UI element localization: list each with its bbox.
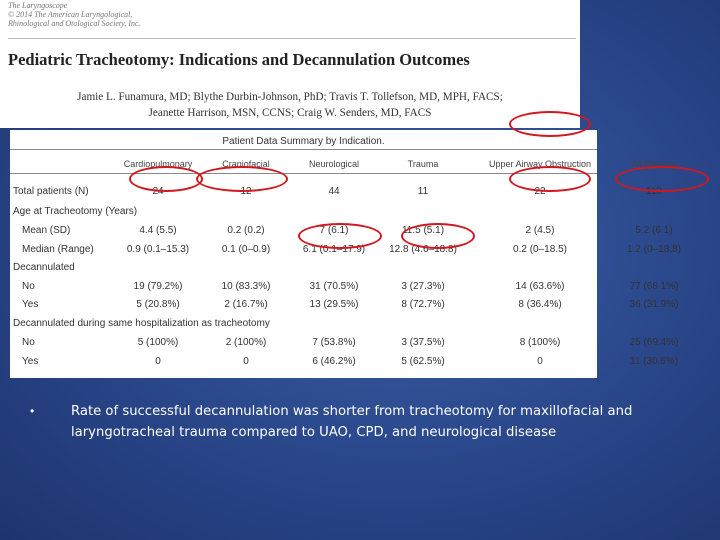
table-cell: 7 (53.8%)	[312, 337, 356, 348]
row-label: No	[22, 281, 35, 292]
table-cell: 14 (63.6%)	[515, 281, 565, 292]
row-label: Yes	[22, 356, 39, 367]
bullet-icon: •	[30, 404, 35, 418]
table-cell: 3 (37.5%)	[401, 337, 445, 348]
row-label: No	[22, 337, 35, 348]
table-cell: 11	[417, 186, 429, 197]
journal-copyright: © 2014 The American Laryngological,	[8, 10, 133, 19]
data-table: Patient Data Summary by Indication. Card…	[10, 111, 709, 378]
table-cell: 8 (36.4%)	[518, 299, 562, 310]
table-cell: 12.8 (4.6–18.8)	[389, 244, 457, 255]
authors: Jamie L. Funamura, MD; Blythe Durbin-Joh…	[0, 89, 580, 121]
table-cell: 6 (46.2%)	[312, 356, 356, 367]
journal-society: Rhinological and Otological Society, Inc…	[8, 19, 141, 28]
table-cell: 77 (68.1%)	[629, 281, 679, 292]
row-label: Total patients (N)	[13, 186, 89, 197]
highlight-circle	[401, 223, 475, 249]
table-cell: 0	[537, 356, 543, 367]
table-cell: 4.4 (5.5)	[139, 225, 177, 236]
row-label: Age at Tracheotomy (Years)	[13, 206, 138, 217]
authors-line-2: Jeanette Harrison, MSN, CCNS; Craig W. S…	[148, 107, 432, 119]
table-cell: 19 (79.2%)	[133, 281, 183, 292]
table-cell: 8 (72.7%)	[401, 299, 445, 310]
table-cell: 6.1 (0.1–17.9)	[302, 244, 366, 255]
table-cell: 0.2 (0.2)	[227, 225, 265, 236]
highlight-circle	[615, 166, 709, 192]
highlight-circle	[509, 166, 591, 192]
row-label: Decannulated during same hospitalization…	[13, 318, 270, 329]
table-cell: 0.2 (0–18.5)	[513, 244, 567, 255]
column-header: All Patients	[631, 159, 677, 169]
table-cell: 31 (70.5%)	[309, 281, 359, 292]
table-cell: 10 (83.3%)	[221, 281, 271, 292]
column-header: Cardiopulmonary	[123, 159, 193, 169]
paper-header: The Laryngoscope © 2014 The American Lar…	[0, 0, 580, 128]
journal-name: The Laryngoscope	[8, 1, 68, 10]
table-cell: 5 (100%)	[137, 337, 179, 348]
table-caption: Patient Data Summary by Indication.	[222, 136, 385, 147]
table-cell: 44	[328, 186, 340, 197]
header-divider	[8, 38, 576, 39]
column-header: Trauma	[407, 159, 439, 169]
highlight-circle	[129, 166, 203, 192]
table-cell: 8 (100%)	[519, 337, 561, 348]
table-top-rule	[10, 149, 597, 150]
highlight-circle	[196, 166, 288, 192]
highlight-circle	[298, 223, 382, 249]
table-cell: 0	[243, 356, 249, 367]
bullet-text: Rate of successful decannulation was sho…	[71, 404, 633, 440]
row-label: Mean (SD)	[22, 225, 71, 236]
table-cell: 5.2 (6.1)	[635, 225, 673, 236]
table-cell: 36 (31.9%)	[629, 299, 679, 310]
table-cell: 0.1 (0–0.9)	[221, 244, 271, 255]
row-label: Yes	[22, 299, 39, 310]
table-header-rule	[10, 173, 597, 174]
table-cell: 25 (69.4%)	[629, 337, 679, 348]
table-cell: 13 (29.5%)	[309, 299, 359, 310]
table-cell: 11 (30.6%)	[629, 356, 679, 367]
row-label: Decannulated	[13, 262, 75, 273]
journal-info: The Laryngoscope © 2014 The American Lar…	[8, 1, 140, 28]
row-label: Median (Range)	[22, 244, 94, 255]
table-cell: 2 (16.7%)	[224, 299, 268, 310]
highlight-circle	[509, 111, 591, 137]
column-header: Neurological	[308, 159, 360, 169]
paper-title: Pediatric Tracheotomy: Indications and D…	[8, 50, 470, 69]
table-cell: 1.2 (0–18.8)	[627, 244, 681, 255]
column-header: Upper Airway Obstruction	[488, 159, 592, 169]
table-cell: 0	[155, 356, 161, 367]
table-cell: 2 (4.5)	[525, 225, 555, 236]
table-cell: 5 (62.5%)	[401, 356, 445, 367]
table-cell: 3 (27.3%)	[401, 281, 445, 292]
table-cell: 0.9 (0.1–15.3)	[126, 244, 190, 255]
column-header: Craniofacial	[222, 159, 270, 169]
authors-line-1: Jamie L. Funamura, MD; Blythe Durbin-Joh…	[77, 91, 503, 103]
table-cell: 5 (20.8%)	[136, 299, 180, 310]
table-cell: 2 (100%)	[225, 337, 267, 348]
